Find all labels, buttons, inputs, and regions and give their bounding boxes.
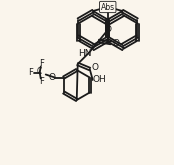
- Text: F: F: [39, 59, 44, 68]
- Text: O: O: [112, 38, 119, 48]
- Text: F: F: [28, 68, 33, 77]
- Text: OH: OH: [93, 76, 107, 84]
- Text: F: F: [39, 77, 44, 86]
- Text: HN: HN: [78, 49, 92, 57]
- Text: C: C: [37, 67, 42, 76]
- Text: O: O: [48, 73, 55, 82]
- Text: O: O: [104, 26, 111, 34]
- Text: O: O: [91, 64, 98, 72]
- Text: Abs: Abs: [101, 2, 115, 12]
